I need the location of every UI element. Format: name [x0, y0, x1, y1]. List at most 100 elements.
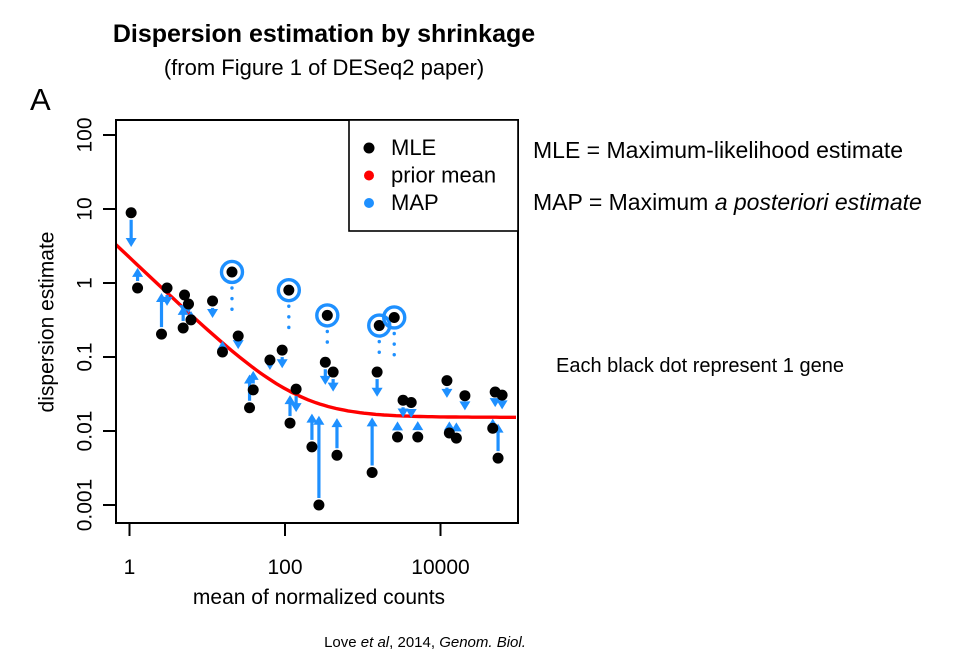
gene-mle-dot — [290, 383, 302, 395]
prior-mean-curve — [114, 243, 516, 419]
gene-mle-dot — [371, 366, 383, 378]
gene-mle-dot — [327, 366, 339, 378]
shrinkage-arrowhead — [412, 421, 424, 431]
plot-frame — [115, 119, 519, 524]
shrinkage-arrowhead — [125, 237, 137, 247]
gene-mle-dot — [179, 289, 191, 301]
gene-mle-dot — [306, 441, 318, 453]
gene-mle-dot — [313, 499, 325, 511]
shrinkage-arrowhead — [392, 421, 404, 431]
shrinkage-arrowhead — [366, 417, 378, 427]
gene-mle-dot — [373, 320, 385, 332]
gene-mle-dot — [392, 431, 404, 443]
legend-marker-map — [364, 198, 374, 208]
shrinkage-arrowhead — [441, 388, 453, 398]
x-axis-title: mean of normalized counts — [193, 586, 445, 609]
gene-mle-dot — [185, 314, 197, 326]
outlier-ring — [276, 277, 302, 303]
legend-box — [348, 119, 519, 232]
gene-mle-dot — [321, 309, 333, 321]
shrinkage-arrowhead — [306, 413, 318, 423]
gene-mle-dot — [412, 431, 424, 443]
figure-subtitle: (from Figure 1 of DESeq2 paper) — [163, 55, 485, 80]
gene-mle-dot — [216, 346, 228, 358]
gene-mle-dot — [232, 330, 244, 342]
y-tick-label: 0.1 — [74, 342, 97, 371]
legend-label: MLE — [391, 135, 436, 160]
citation: Love et al, 2014, Genom. Biol. — [180, 634, 670, 651]
legend-label: prior mean — [391, 163, 496, 188]
outlier-ring — [219, 259, 245, 285]
shrinkage-arrowhead — [459, 401, 471, 411]
gene-mle-dot — [244, 402, 256, 414]
gene-mle-dot — [487, 422, 499, 434]
gene-mle-dot — [132, 282, 144, 294]
gene-mle-dot — [276, 344, 288, 356]
x-tick-label: 10000 — [411, 556, 469, 579]
shrinkage-arrowhead — [331, 418, 343, 428]
shrinkage-arrowhead — [319, 375, 331, 385]
y-tick-label: 1 — [74, 277, 97, 289]
y-tick-label: 100 — [74, 117, 97, 152]
gene-mle-dot — [226, 266, 238, 278]
citation-year: , 2014, — [389, 634, 440, 651]
x-tick-label: 100 — [267, 556, 302, 579]
figure-title: Dispersion estimation by shrinkage — [112, 20, 536, 48]
gene-mle-dot — [405, 396, 417, 408]
gene-mle-dot — [441, 375, 453, 387]
x-tick-label: 1 — [124, 556, 136, 579]
gene-mle-dot — [459, 390, 471, 402]
gene-mle-dot — [284, 417, 296, 429]
shrinkage-arrowhead — [290, 403, 302, 413]
shrinkage-arrowhead — [443, 421, 455, 431]
shrinkage-arrowhead — [132, 267, 144, 277]
gene-mle-dot — [125, 207, 137, 219]
gene-mle-dot — [264, 354, 276, 366]
legend-marker-mle — [363, 142, 375, 154]
gene-points — [125, 207, 508, 511]
y-tick-label: 0.001 — [74, 479, 97, 532]
gene-mle-dot — [388, 311, 400, 323]
citation-etal: et al — [360, 634, 390, 651]
gene-mle-dot — [247, 384, 259, 396]
shrinkage-arrowhead — [327, 382, 339, 392]
shrinkage-arrowhead — [177, 305, 189, 315]
y-axis-title: dispersion estimate — [36, 232, 59, 413]
y-tick-label: 10 — [74, 197, 97, 220]
gene-mle-dot — [156, 328, 168, 340]
shrinkage-arrowhead — [207, 309, 219, 319]
map-definition-italic: a posteriori estimate — [714, 189, 922, 215]
gene-mle-dot — [492, 452, 504, 464]
gene-mle-dot — [331, 449, 343, 461]
shrinkage-arrowhead — [371, 387, 383, 397]
y-tick-label: 0.01 — [74, 411, 97, 452]
citation-journal: Genom. Biol. — [439, 634, 526, 651]
shrinkage-arrowhead — [397, 408, 409, 418]
gene-mle-dot — [283, 284, 295, 296]
map-definition-prefix: MAP = Maximum — [533, 189, 715, 215]
outlier-ring — [315, 303, 340, 328]
map-definition: MAP = Maximum a posteriori estimate — [533, 189, 922, 216]
gene-mle-dot — [183, 298, 195, 310]
mle-definition: MLE = Maximum-likelihood estimate — [533, 137, 904, 163]
shrinkage-arrowhead — [313, 415, 325, 425]
legend-label: MAP — [391, 190, 439, 215]
gene-mle-dot — [177, 322, 189, 334]
gene-mle-dot — [319, 356, 331, 368]
shrinkage-arrowhead — [450, 422, 462, 432]
shrinkage-arrows — [125, 219, 508, 498]
gene-mle-dot — [161, 282, 173, 294]
shrinkage-arrowhead — [161, 296, 173, 306]
legend-marker-prior-mean — [364, 170, 374, 181]
black-dot-note: Each black dot represent 1 gene — [556, 355, 844, 377]
gene-mle-dot — [450, 432, 462, 444]
gene-mle-dot — [207, 295, 219, 307]
shrinkage-arrowhead — [284, 395, 296, 405]
citation-author: Love — [324, 634, 361, 651]
shrinkage-arrowhead — [244, 374, 256, 384]
shrinkage-arrowhead — [232, 340, 244, 350]
gene-mle-dot — [496, 389, 508, 401]
panel-label-a: A — [30, 82, 51, 117]
